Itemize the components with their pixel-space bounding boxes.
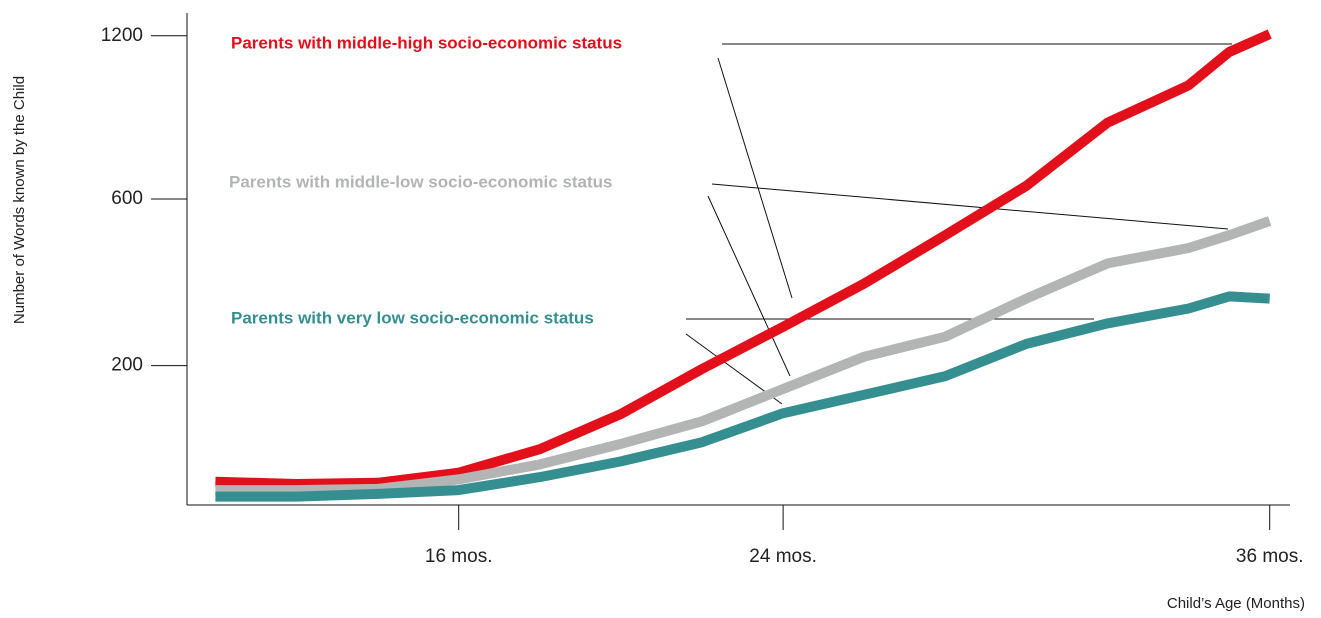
leader-lines [685,43,1232,405]
series-line [215,216,1272,496]
series-label: Parents with middle-low socio-economic s… [229,172,613,191]
leader-line [707,183,1229,377]
y-tick-label: 200 [111,355,143,376]
leader-line [717,43,1232,299]
series-line [215,29,1272,489]
series-label: Parents with middle-high socio-economic … [231,33,622,52]
series-line [215,291,1270,502]
x-tick-label: 36 mos. [1236,546,1304,567]
x-axis-label: Child’s Age (Months) [1167,595,1305,612]
y-tick-label: 1200 [101,25,143,46]
series-label: Parents with very low socio-economic sta… [231,308,594,327]
y-axis-label: Number of Words known by the Child [11,76,28,324]
y-tick-label: 600 [111,188,143,209]
x-tick-label: 24 mos. [749,546,817,567]
x-tick-label: 16 mos. [425,546,493,567]
